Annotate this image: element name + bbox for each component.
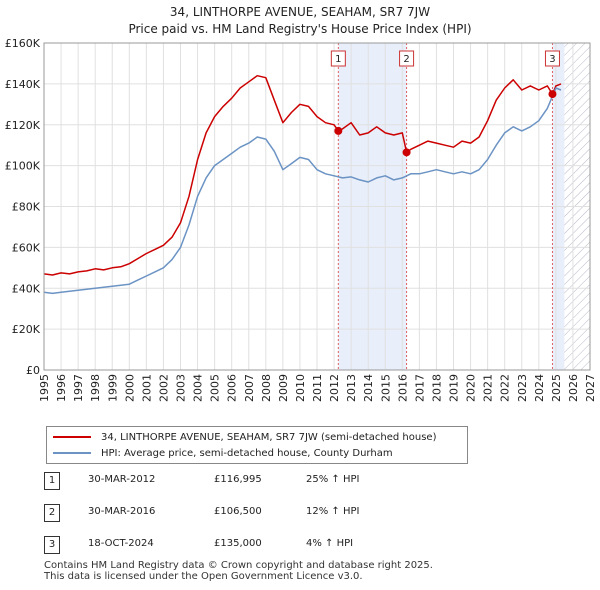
transaction-date: 30-MAR-2012 xyxy=(88,474,156,485)
marker-label-box xyxy=(330,50,346,67)
y-tick-label: £0 xyxy=(26,364,40,377)
series-hpi-line xyxy=(43,87,562,295)
marker-label: 1 xyxy=(335,54,341,65)
marker-label: 2 xyxy=(403,54,409,65)
x-tick-label: 2002 xyxy=(157,374,170,402)
x-tick-label: 2008 xyxy=(260,374,273,402)
x-tick-label: 2009 xyxy=(277,374,290,402)
transaction-hpi: 12% ↑ HPI xyxy=(306,506,360,517)
transaction-number: 1 xyxy=(44,472,60,490)
transaction-number: 2 xyxy=(44,504,60,522)
x-tick-label: 2006 xyxy=(226,374,239,402)
y-tick-label: £120K xyxy=(5,119,41,132)
x-tick-label: 1996 xyxy=(55,374,68,402)
footer-licence: This data is licensed under the Open Gov… xyxy=(44,571,363,582)
footer-copyright: Contains HM Land Registry data © Crown c… xyxy=(44,560,433,571)
x-tick-label: 2007 xyxy=(243,374,256,402)
transaction-price: £116,995 xyxy=(214,474,262,485)
x-tick-label: 2011 xyxy=(311,374,324,402)
legend-item-hpi: HPI: Average price, semi-detached house,… xyxy=(53,446,393,462)
legend-swatch-property xyxy=(53,436,91,438)
transaction-hpi: 25% ↑ HPI xyxy=(306,474,360,485)
series-property-line xyxy=(43,74,562,276)
x-tick-label: 2023 xyxy=(516,374,529,402)
y-tick-label: £140K xyxy=(5,78,41,91)
x-tick-label: 2026 xyxy=(567,374,580,402)
transaction-number: 3 xyxy=(44,536,60,554)
transaction-price: £135,000 xyxy=(214,538,262,549)
chart-subtitle: Price paid vs. HM Land Registry's House … xyxy=(128,22,471,36)
y-tick-label: £100K xyxy=(5,160,41,173)
x-tick-label: 2025 xyxy=(550,374,563,402)
y-tick-label: £80K xyxy=(12,201,41,214)
legend-label-property: 34, LINTHORPE AVENUE, SEAHAM, SR7 7JW (s… xyxy=(101,432,437,443)
transaction-date: 30-MAR-2016 xyxy=(88,506,156,517)
price-chart: 34, LINTHORPE AVENUE, SEAHAM, SR7 7JW Pr… xyxy=(5,5,597,402)
x-tick-label: 2005 xyxy=(209,374,222,402)
sale-point xyxy=(548,90,557,99)
x-tick-label: 1997 xyxy=(72,374,85,402)
x-tick-label: 2020 xyxy=(465,374,478,402)
transaction-hpi: 4% ↑ HPI xyxy=(306,538,354,549)
marker-label: 3 xyxy=(549,54,555,65)
x-tick-label: 2014 xyxy=(362,374,375,402)
transaction-date: 18-OCT-2024 xyxy=(88,538,154,549)
x-tick-label: 2017 xyxy=(413,374,426,402)
marker-label-box xyxy=(399,50,415,67)
x-tick-label: 1995 xyxy=(38,374,51,402)
x-tick-label: 2013 xyxy=(345,374,358,402)
sale-point xyxy=(402,148,411,157)
x-tick-label: 2012 xyxy=(328,374,341,402)
x-tick-label: 1999 xyxy=(106,374,119,402)
x-tick-label: 2027 xyxy=(584,374,597,402)
x-tick-label: 2022 xyxy=(499,374,512,402)
x-tick-label: 2003 xyxy=(175,374,188,402)
legend-item-property: 34, LINTHORPE AVENUE, SEAHAM, SR7 7JW (s… xyxy=(53,430,436,446)
x-tick-label: 2016 xyxy=(396,374,409,402)
x-tick-label: 2024 xyxy=(533,374,546,402)
x-tick-label: 2010 xyxy=(294,374,307,402)
y-tick-label: £40K xyxy=(12,282,41,295)
y-tick-label: £60K xyxy=(12,241,41,254)
x-tick-label: 2001 xyxy=(140,374,153,402)
legend: 34, LINTHORPE AVENUE, SEAHAM, SR7 7JW (s… xyxy=(46,426,468,464)
x-tick-label: 2000 xyxy=(123,374,136,402)
x-tick-label: 2015 xyxy=(379,374,392,402)
plot-frame xyxy=(43,42,591,371)
marker-label-box xyxy=(544,50,560,67)
x-tick-label: 2021 xyxy=(482,374,495,402)
y-tick-label: £160K xyxy=(5,37,41,50)
transaction-price: £106,500 xyxy=(214,506,262,517)
legend-swatch-hpi xyxy=(53,452,91,454)
sale-point xyxy=(334,126,343,135)
x-tick-label: 2004 xyxy=(192,374,205,402)
footer: Contains HM Land Registry data © Crown c… xyxy=(44,560,433,582)
x-tick-label: 2018 xyxy=(430,374,443,402)
chart-title: 34, LINTHORPE AVENUE, SEAHAM, SR7 7JW xyxy=(170,5,430,19)
x-tick-label: 2019 xyxy=(448,374,461,402)
legend-label-hpi: HPI: Average price, semi-detached house,… xyxy=(101,448,393,459)
y-tick-label: £20K xyxy=(12,323,41,336)
x-tick-label: 1998 xyxy=(89,374,102,402)
